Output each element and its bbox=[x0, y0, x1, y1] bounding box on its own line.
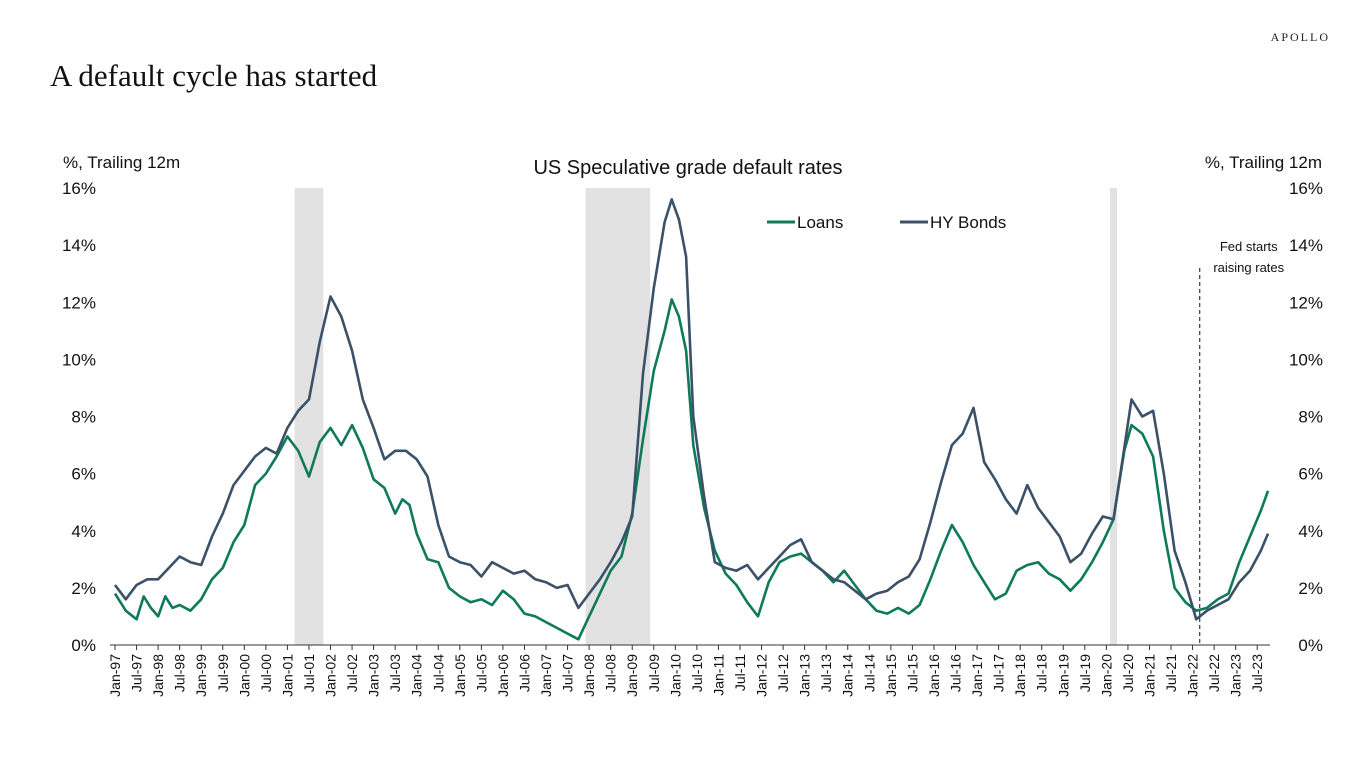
y-tick-label-left: 4% bbox=[71, 522, 96, 541]
y-tick-label-left: 0% bbox=[71, 636, 96, 655]
x-tick-label: Jan-00 bbox=[236, 654, 252, 697]
x-tick-label: Jul-12 bbox=[775, 654, 791, 692]
y-tick-label-left: 10% bbox=[62, 350, 96, 369]
y-tick-label-left: 12% bbox=[62, 293, 96, 312]
x-tick-label: Jan-10 bbox=[667, 654, 683, 697]
x-tick-label: Jul-07 bbox=[560, 654, 576, 692]
x-tick-label: Jan-09 bbox=[624, 654, 640, 697]
x-tick-label: Jan-23 bbox=[1228, 654, 1244, 697]
y-axis-right: 0% 2% 4% 6% 8% 10% 12% 14% 16% bbox=[1289, 179, 1323, 655]
recession-band bbox=[294, 188, 324, 645]
y-tick-label-left: 8% bbox=[71, 408, 96, 427]
annotation-text-line1: Fed starts bbox=[1220, 239, 1278, 254]
legend: Loans HY Bonds bbox=[767, 213, 1006, 232]
x-tick-label: Jul-10 bbox=[689, 654, 705, 692]
series-line-hy-bonds bbox=[113, 198, 1270, 621]
x-tick-label: Jan-12 bbox=[754, 654, 770, 697]
x-tick-label: Jul-03 bbox=[387, 654, 403, 692]
series-lines bbox=[113, 198, 1270, 641]
y-tick-label-right: 8% bbox=[1298, 408, 1323, 427]
x-tick-label: Jul-23 bbox=[1249, 654, 1265, 692]
x-tick-label: Jul-00 bbox=[258, 654, 274, 692]
y-tick-label-left: 16% bbox=[62, 179, 96, 198]
x-tick-label: Jan-03 bbox=[366, 654, 382, 697]
fed-annotation: Fed starts raising rates bbox=[1199, 239, 1285, 645]
y-tick-label-left: 6% bbox=[71, 465, 96, 484]
recession-band bbox=[1109, 188, 1118, 645]
x-tick-label: Jan-02 bbox=[323, 654, 339, 697]
x-tick-label: Jul-99 bbox=[215, 654, 231, 692]
y-tick-label-right: 0% bbox=[1298, 636, 1323, 655]
brand-logo: APOLLO bbox=[1270, 30, 1330, 44]
x-tick-label: Jan-08 bbox=[581, 654, 597, 697]
x-tick-label: Jan-07 bbox=[538, 654, 554, 697]
y-axis-label-right: %, Trailing 12m bbox=[1205, 153, 1322, 172]
x-tick-label: Jul-22 bbox=[1206, 654, 1222, 692]
series-line-loans bbox=[113, 298, 1270, 641]
y-tick-label-right: 2% bbox=[1298, 579, 1323, 598]
y-tick-label-right: 12% bbox=[1289, 293, 1323, 312]
x-tick-label: Jul-04 bbox=[430, 654, 446, 692]
x-tick-label: Jul-18 bbox=[1034, 654, 1050, 692]
x-tick-label: Jan-01 bbox=[279, 654, 295, 697]
x-tick-label: Jul-15 bbox=[904, 654, 920, 692]
x-axis: Jan-97 Jul-97 Jan-98 Jul-98 Jan-99 Jul-99 Jan-… bbox=[107, 645, 1265, 697]
x-tick-label: Jan-18 bbox=[1012, 654, 1028, 697]
y-tick-label-right: 4% bbox=[1298, 522, 1323, 541]
x-tick-label: Jul-21 bbox=[1163, 654, 1179, 692]
y-axis-left: 0% 2% 4% 6% 8% 10% 12% 14% 16% bbox=[62, 179, 96, 655]
x-tick-label: Jan-21 bbox=[1141, 654, 1157, 697]
recession-shading bbox=[294, 188, 1118, 645]
x-tick-label: Jul-14 bbox=[861, 654, 877, 692]
x-tick-label: Jul-11 bbox=[732, 654, 748, 691]
y-tick-label-right: 16% bbox=[1289, 179, 1323, 198]
x-tick-label: Jul-06 bbox=[516, 654, 532, 692]
y-axis-label-left: %, Trailing 12m bbox=[63, 153, 180, 172]
annotation-text-line2: raising rates bbox=[1213, 260, 1284, 275]
x-tick-label: Jan-19 bbox=[1055, 654, 1071, 697]
x-tick-label: Jul-02 bbox=[344, 654, 360, 692]
y-tick-label-right: 10% bbox=[1289, 350, 1323, 369]
x-tick-label: Jul-97 bbox=[129, 654, 145, 692]
chart-title: US Speculative grade default rates bbox=[533, 157, 842, 179]
x-tick-label: Jul-16 bbox=[948, 654, 964, 692]
x-tick-label: Jan-98 bbox=[150, 654, 166, 697]
x-tick-label: Jan-11 bbox=[710, 654, 726, 696]
x-tick-label: Jan-04 bbox=[409, 654, 425, 697]
x-tick-label: Jul-17 bbox=[991, 654, 1007, 692]
x-tick-label: Jan-17 bbox=[969, 654, 985, 697]
x-tick-label: Jan-05 bbox=[452, 654, 468, 697]
x-tick-label: Jul-19 bbox=[1077, 654, 1093, 692]
y-tick-label-left: 14% bbox=[62, 236, 96, 255]
x-tick-label: Jan-15 bbox=[883, 654, 899, 697]
x-tick-label: Jul-13 bbox=[818, 654, 834, 692]
x-tick-label: Jan-14 bbox=[840, 654, 856, 697]
x-tick-label: Jul-08 bbox=[603, 654, 619, 692]
x-tick-label: Jul-01 bbox=[301, 654, 317, 692]
x-tick-label: Jul-09 bbox=[646, 654, 662, 692]
x-tick-label: Jul-20 bbox=[1120, 654, 1136, 692]
y-tick-label-right: 14% bbox=[1289, 236, 1323, 255]
x-tick-label: Jan-13 bbox=[797, 654, 813, 697]
legend-label: HY Bonds bbox=[930, 213, 1006, 232]
x-tick-label: Jan-20 bbox=[1098, 654, 1114, 697]
legend-label: Loans bbox=[797, 213, 843, 232]
x-tick-label: Jul-98 bbox=[172, 654, 188, 692]
y-tick-label-right: 6% bbox=[1298, 465, 1323, 484]
x-tick-label: Jan-06 bbox=[495, 654, 511, 697]
x-tick-label: Jan-97 bbox=[107, 654, 123, 697]
x-tick-label: Jan-16 bbox=[926, 654, 942, 697]
x-tick-label: Jul-05 bbox=[473, 654, 489, 692]
x-tick-label: Jan-99 bbox=[193, 654, 209, 697]
page-title: A default cycle has started bbox=[50, 58, 378, 93]
y-tick-label-left: 2% bbox=[71, 579, 96, 598]
x-tick-label: Jan-22 bbox=[1185, 654, 1201, 697]
